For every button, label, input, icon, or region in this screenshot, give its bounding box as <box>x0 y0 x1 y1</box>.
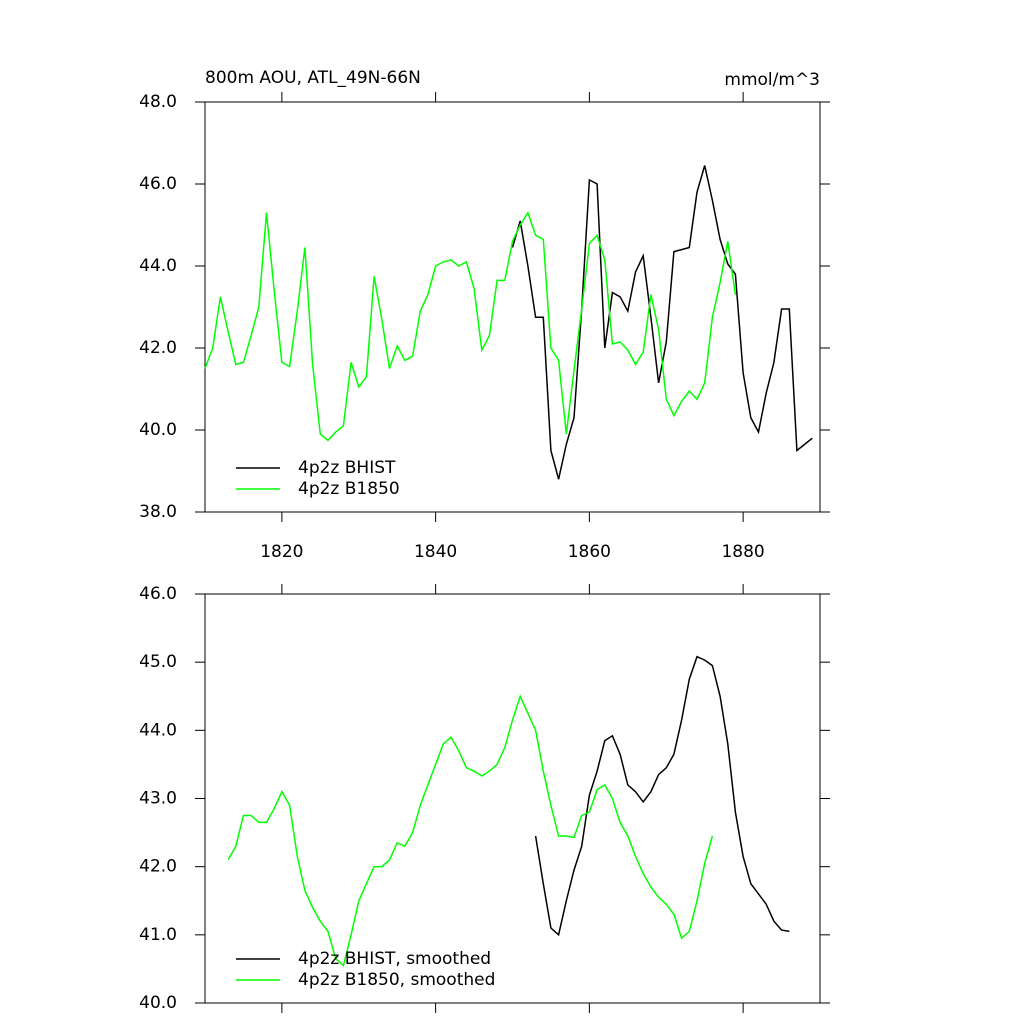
x-tick-label: 1840 <box>414 542 457 562</box>
y-tick-label: 40.0 <box>139 420 177 440</box>
x-tick-label: 1820 <box>260 542 303 562</box>
y-tick-label: 44.0 <box>139 720 177 740</box>
plot-frame <box>204 101 821 513</box>
legend-label: 4p2z BHIST <box>298 458 396 478</box>
y-tick-label: 42.0 <box>139 857 177 877</box>
plot-frame <box>204 593 821 1004</box>
x-tick-label: 1860 <box>568 542 611 562</box>
data-line <box>204 210 737 442</box>
y-tick-label: 41.0 <box>139 925 177 945</box>
y-tick-label: 43.0 <box>139 789 177 809</box>
legend-label: 4p2z B1850 <box>298 479 400 499</box>
data-line <box>534 655 790 937</box>
legend-label: 4p2z BHIST, smoothed <box>298 949 491 969</box>
y-tick-label: 46.0 <box>139 174 177 194</box>
y-tick-label: 48.0 <box>139 92 177 112</box>
data-line <box>511 165 813 480</box>
y-tick-label: 42.0 <box>139 338 177 358</box>
y-tick-label: 38.0 <box>139 502 177 522</box>
chart-title: 800m AOU, ATL_49N-66N <box>205 68 421 88</box>
legend-label: 4p2z B1850, smoothed <box>298 970 495 990</box>
x-tick-label: 1880 <box>721 542 764 562</box>
y-tick-label: 45.0 <box>139 652 177 672</box>
y-tick-label: 44.0 <box>139 256 177 276</box>
y-tick-label: 40.0 <box>139 993 177 1013</box>
chart-units: mmol/m^3 <box>724 70 820 90</box>
data-line <box>227 694 714 967</box>
y-tick-label: 46.0 <box>139 584 177 604</box>
